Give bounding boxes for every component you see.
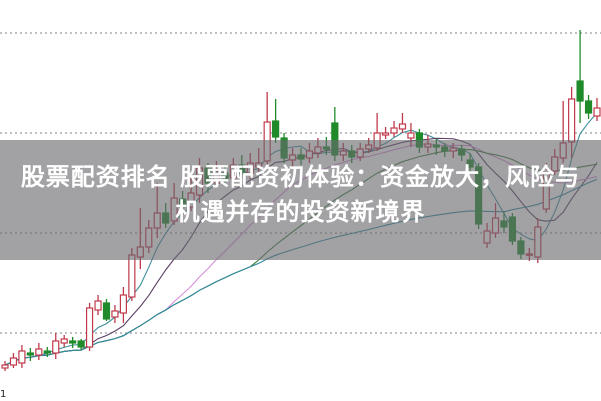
title-banner [0, 140, 601, 260]
candle-up [381, 132, 390, 136]
candle-up [390, 127, 398, 134]
candle-down [102, 302, 111, 320]
candle-up [52, 340, 60, 354]
candle-up [568, 98, 576, 143]
candle-up [398, 123, 407, 130]
candle-up [60, 338, 68, 344]
article-title: 股票配资排名 股票配资初体验：资金放大，风险与机遇并存的投资新境界 [20, 163, 581, 226]
candle-down [43, 350, 51, 354]
candle-up [94, 300, 102, 311]
candle-up [9, 357, 18, 366]
candle-up [128, 254, 136, 298]
candle-down [77, 340, 85, 348]
axis-label-fragment: 1 [0, 389, 7, 400]
candle-down [26, 352, 34, 356]
candle-down [584, 100, 593, 114]
candle-up [18, 350, 26, 364]
candle-up [593, 107, 601, 117]
candle-up [119, 294, 128, 314]
candle-up [111, 310, 119, 318]
candle-up [85, 307, 94, 348]
candle-up [407, 132, 415, 139]
candle-down [576, 80, 584, 102]
candle-down [69, 340, 77, 344]
candle-up [35, 348, 43, 356]
candle-up [1, 364, 9, 369]
candle-down [272, 120, 280, 138]
